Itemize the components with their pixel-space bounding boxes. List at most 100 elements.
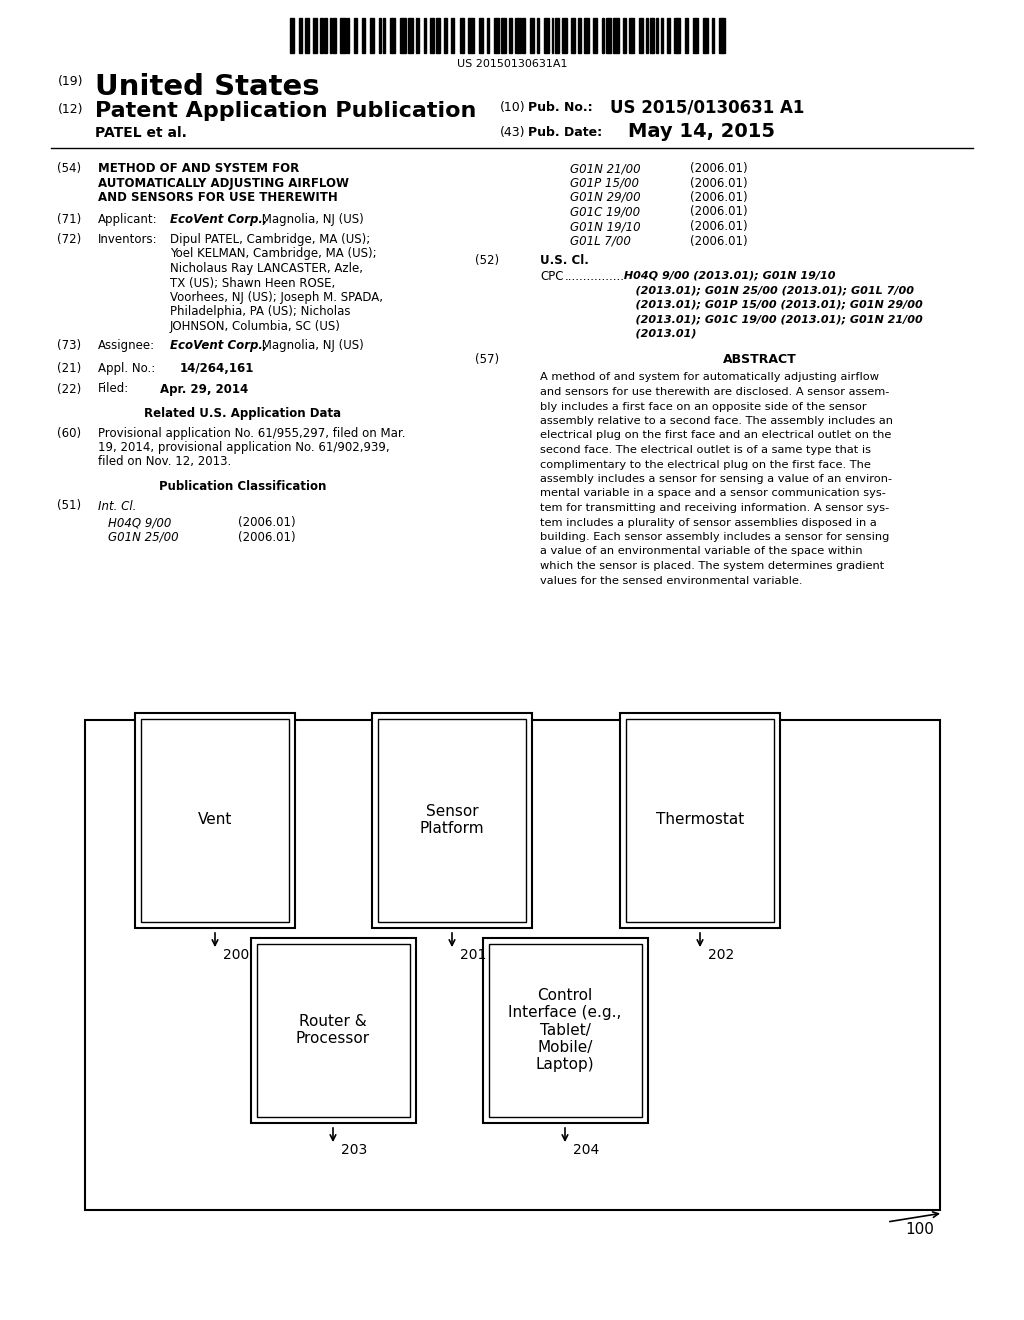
Bar [417, 18, 419, 53]
Bar [530, 18, 534, 53]
Bar [552, 18, 553, 53]
Bar [451, 18, 455, 53]
Text: bly includes a first face on an opposite side of the sensor: bly includes a first face on an opposite… [540, 401, 866, 412]
Text: G01C 19/00: G01C 19/00 [570, 206, 640, 219]
Text: tem includes a plurality of sensor assemblies disposed in a: tem includes a plurality of sensor assem… [540, 517, 877, 528]
Text: ABSTRACT: ABSTRACT [723, 352, 797, 366]
Text: (57): (57) [475, 352, 499, 366]
Text: PATEL et al.: PATEL et al. [95, 125, 186, 140]
Text: second face. The electrical outlet is of a same type that is: second face. The electrical outlet is of… [540, 445, 871, 455]
Text: Magnolia, NJ (US): Magnolia, NJ (US) [258, 339, 364, 352]
Text: G01N 25/00: G01N 25/00 [108, 531, 178, 544]
Text: TX (US); Shawn Heen ROSE,: TX (US); Shawn Heen ROSE, [170, 276, 335, 289]
Text: electrical plug on the first face and an electrical outlet on the: electrical plug on the first face and an… [540, 430, 891, 441]
Text: a value of an environmental variable of the space within: a value of an environmental variable of … [540, 546, 862, 557]
Bar [522, 18, 525, 53]
Text: assembly includes a sensor for sensing a value of an environ-: assembly includes a sensor for sensing a… [540, 474, 892, 484]
Bar [571, 18, 575, 53]
Bar [333, 18, 336, 53]
Text: (2006.01): (2006.01) [690, 206, 748, 219]
Text: building. Each sensor assembly includes a sensor for sensing: building. Each sensor assembly includes … [540, 532, 890, 543]
Text: CPC: CPC [540, 271, 563, 284]
Text: 200: 200 [223, 948, 249, 962]
Text: (2013.01); G01N 25/00 (2013.01); G01L 7/00: (2013.01); G01N 25/00 (2013.01); G01L 7/… [620, 285, 914, 294]
Bar [489, 944, 642, 1117]
Bar [325, 18, 327, 53]
Bar [141, 719, 289, 921]
Bar [430, 18, 434, 53]
Bar [313, 18, 317, 53]
Text: Patent Application Publication: Patent Application Publication [95, 102, 476, 121]
Bar [443, 18, 447, 53]
Text: (2006.01): (2006.01) [690, 235, 748, 248]
Text: (54): (54) [57, 162, 81, 176]
Bar [424, 18, 426, 53]
Text: and sensors for use therewith are disclosed. A sensor assem-: and sensors for use therewith are disclo… [540, 387, 890, 397]
Text: (2013.01); G01C 19/00 (2013.01); G01N 21/00: (2013.01); G01C 19/00 (2013.01); G01N 21… [620, 314, 923, 323]
Text: Pub. No.:: Pub. No.: [528, 102, 593, 114]
Bar [85, 719, 940, 1210]
Bar [321, 18, 323, 53]
Text: (52): (52) [475, 253, 499, 267]
Bar [555, 18, 559, 53]
Text: Applicant:: Applicant: [98, 214, 158, 227]
Text: 14/264,161: 14/264,161 [180, 362, 254, 375]
Bar [251, 939, 416, 1123]
Bar [290, 18, 294, 53]
Text: H04Q 9/00: H04Q 9/00 [108, 516, 171, 529]
Text: May 14, 2015: May 14, 2015 [628, 121, 775, 141]
Bar [257, 944, 410, 1117]
Bar [479, 18, 483, 53]
Text: US 20150130631A1: US 20150130631A1 [457, 59, 567, 69]
Text: filed on Nov. 12, 2013.: filed on Nov. 12, 2013. [98, 455, 231, 469]
Text: Apr. 29, 2014: Apr. 29, 2014 [160, 383, 248, 396]
Text: (72): (72) [57, 234, 81, 246]
Text: (2013.01); G01P 15/00 (2013.01); G01N 29/00: (2013.01); G01P 15/00 (2013.01); G01N 29… [620, 300, 923, 309]
Text: G01N 19/10: G01N 19/10 [570, 220, 641, 234]
Bar [685, 18, 687, 53]
Bar [371, 18, 374, 53]
Text: (2013.01): (2013.01) [620, 329, 696, 338]
Text: Router &
Processor: Router & Processor [296, 1014, 370, 1047]
Bar [495, 18, 499, 53]
Bar [626, 719, 774, 921]
Text: (2006.01): (2006.01) [238, 531, 296, 544]
Bar [299, 18, 302, 53]
Text: (12): (12) [58, 103, 84, 116]
Bar [501, 18, 506, 53]
Text: Nicholaus Ray LANCASTER, Azle,: Nicholaus Ray LANCASTER, Azle, [170, 261, 362, 275]
Text: G01P 15/00: G01P 15/00 [570, 177, 639, 190]
Text: which the sensor is placed. The system determines gradient: which the sensor is placed. The system d… [540, 561, 885, 572]
Text: (60): (60) [57, 426, 81, 440]
Text: 19, 2014, provisional application No. 61/902,939,: 19, 2014, provisional application No. 61… [98, 441, 389, 454]
Bar [537, 18, 540, 53]
Text: Dipul PATEL, Cambridge, MA (US);: Dipul PATEL, Cambridge, MA (US); [170, 234, 371, 246]
Text: Vent: Vent [198, 813, 232, 828]
Text: US 2015/0130631 A1: US 2015/0130631 A1 [610, 99, 805, 117]
Text: EcoVent Corp.,: EcoVent Corp., [170, 214, 267, 227]
Bar [354, 18, 357, 53]
Bar [378, 719, 526, 921]
Text: AUTOMATICALLY ADJUSTING AIRFLOW: AUTOMATICALLY ADJUSTING AIRFLOW [98, 177, 349, 190]
Text: Sensor
Platform: Sensor Platform [420, 804, 484, 836]
Bar [620, 713, 780, 928]
Bar [400, 18, 406, 53]
Text: (10): (10) [500, 102, 525, 114]
Text: complimentary to the electrical plug on the first face. The: complimentary to the electrical plug on … [540, 459, 870, 470]
Text: (22): (22) [57, 383, 81, 396]
Bar [361, 18, 366, 53]
Text: Assignee:: Assignee: [98, 339, 155, 352]
Text: A method of and system for automatically adjusting airflow: A method of and system for automatically… [540, 372, 879, 383]
Text: H04Q 9/00 (2013.01); G01N 19/10: H04Q 9/00 (2013.01); G01N 19/10 [620, 271, 836, 281]
Text: G01N 29/00: G01N 29/00 [570, 191, 641, 205]
Bar [662, 18, 663, 53]
Bar [383, 18, 385, 53]
Bar [606, 18, 610, 53]
Text: (73): (73) [57, 339, 81, 352]
Text: (51): (51) [57, 499, 81, 512]
Bar [655, 18, 658, 53]
Text: Voorhees, NJ (US); Joseph M. SPADA,: Voorhees, NJ (US); Joseph M. SPADA, [170, 290, 383, 304]
Text: U.S. Cl.: U.S. Cl. [540, 253, 589, 267]
Bar [305, 18, 309, 53]
Text: (43): (43) [500, 125, 525, 139]
